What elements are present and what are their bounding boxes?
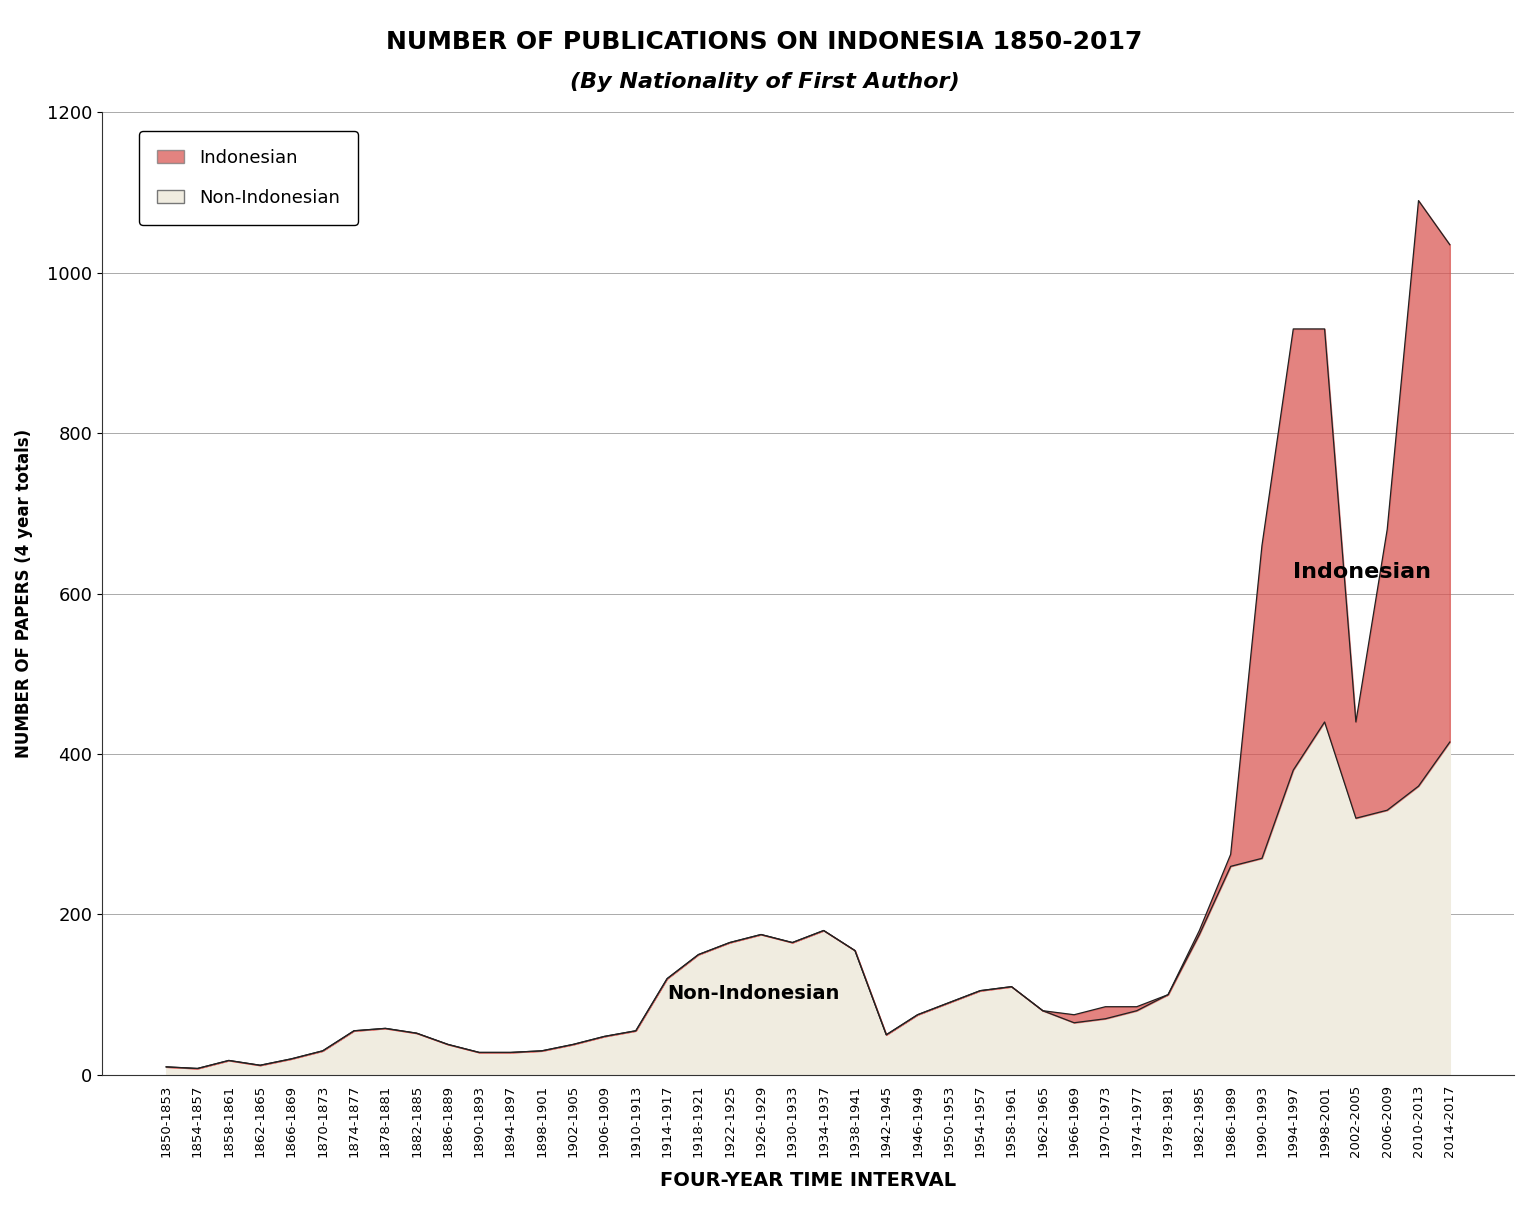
Y-axis label: NUMBER OF PAPERS (4 year totals): NUMBER OF PAPERS (4 year totals) [15, 429, 34, 758]
Text: Non-Indonesian: Non-Indonesian [667, 983, 839, 1003]
Legend: Indonesian, Non-Indonesian: Indonesian, Non-Indonesian [139, 131, 358, 225]
Text: Indonesian: Indonesian [1294, 562, 1431, 582]
X-axis label: FOUR-YEAR TIME INTERVAL: FOUR-YEAR TIME INTERVAL [661, 1171, 956, 1191]
Text: NUMBER OF PUBLICATIONS ON INDONESIA 1850-2017: NUMBER OF PUBLICATIONS ON INDONESIA 1850… [387, 30, 1142, 54]
Text: (By Nationality of First Author): (By Nationality of First Author) [570, 72, 959, 93]
